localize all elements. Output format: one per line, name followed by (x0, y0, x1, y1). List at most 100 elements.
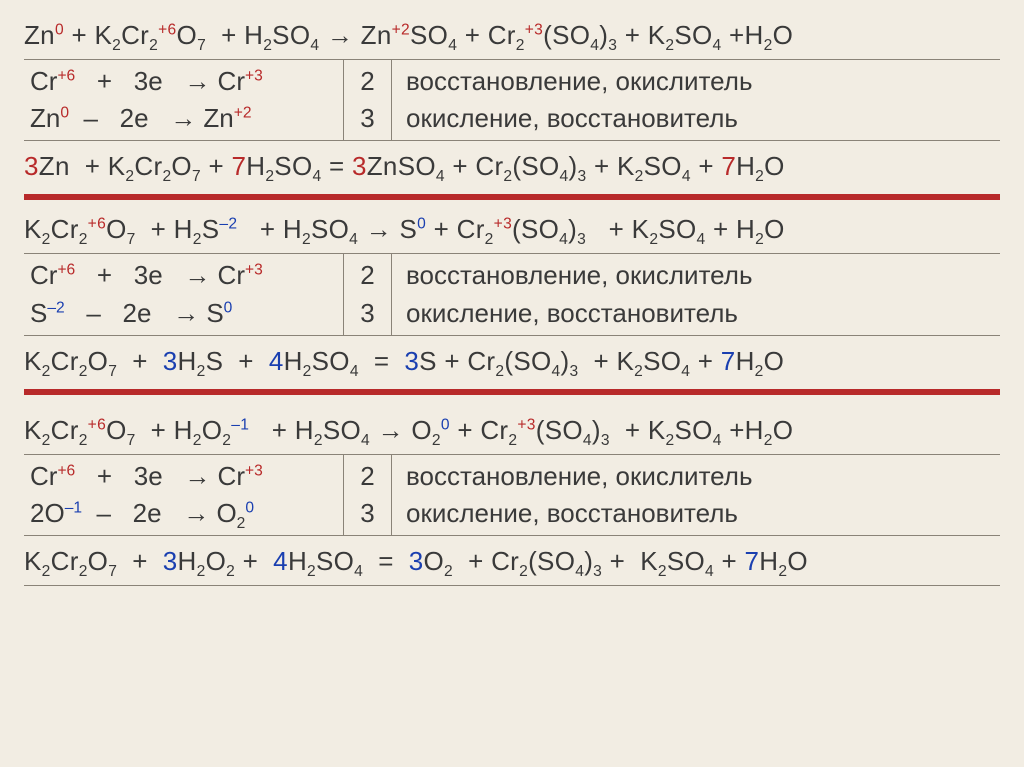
chem-token: O (177, 20, 198, 50)
chem-token: Zn (24, 20, 55, 50)
chem-token: 3 (577, 232, 586, 249)
chem-token: H (759, 546, 778, 576)
chem-token: +6 (88, 216, 106, 233)
multiplier: 2 (350, 459, 385, 494)
chem-token: S + (206, 346, 269, 376)
chem-token: 4 (273, 546, 288, 576)
chem-token: 7 (192, 168, 201, 185)
chem-token: + Сr (450, 415, 509, 445)
chem-token: O (106, 214, 127, 244)
chem-token: O (764, 214, 785, 244)
chem-token: 2 (755, 232, 764, 249)
chem-token: 4 (713, 37, 722, 54)
chem-token: 7 (108, 363, 117, 380)
chem-token: → Zn (319, 20, 391, 50)
chem-token: + Сr (426, 214, 485, 244)
chem-token: = (321, 151, 352, 181)
chem-token: + H (705, 214, 755, 244)
chem-token: 4 (350, 363, 359, 380)
reaction-section-2: K2Сr2+6O7 + H2O2–1 + H2SO4 → O20 + Сr2+3… (24, 413, 1000, 586)
chem-token: Сr (51, 346, 79, 376)
chem-token: +3 (245, 67, 263, 84)
chem-token: 2 (634, 363, 643, 380)
chem-token: 4 (682, 168, 691, 185)
chem-token: 7 (197, 37, 206, 54)
equation-unbalanced: K2Сr2+6O7 + H2S–2 + H2SO4 → S0 + Сr2+3(S… (24, 212, 1000, 247)
half-reaction-table: Сr+6 + 3e → Cr+3 S–2 – 2e → S0 2 3 восст… (24, 253, 1000, 335)
chem-token: + H (136, 214, 193, 244)
half-reaction-row: Zn0 – 2e → Zn+2 (30, 101, 337, 136)
half-reaction-row: 2O–1 – 2e → O20 (30, 496, 337, 531)
chem-token: 2 (79, 432, 88, 449)
chem-token: 3 (24, 151, 39, 181)
chem-token: 2 (432, 432, 441, 449)
chem-token: 4 (583, 432, 592, 449)
chem-token: 4 (448, 37, 457, 54)
chem-token: 2 (665, 37, 674, 54)
chem-token: 7 (721, 151, 736, 181)
chem-token: O (206, 546, 227, 576)
chem-token: SO (311, 214, 349, 244)
chem-token: (SO (543, 20, 590, 50)
chem-token: +6 (88, 416, 106, 433)
chem-token: 0 (417, 216, 426, 233)
chem-token: 2 (778, 563, 787, 580)
chem-token: 2 (193, 232, 202, 249)
chem-token: 2O (30, 498, 65, 528)
chem-token: O (424, 546, 445, 576)
multiplier: 2 (350, 64, 385, 99)
chem-token: SO (312, 346, 350, 376)
chem-token: 4 (681, 363, 690, 380)
chem-token: 2 (764, 432, 773, 449)
chem-token: 2 (508, 432, 517, 449)
chem-token: K (24, 346, 42, 376)
half-reaction-row: Сr+6 + 3e → Cr+3 (30, 459, 337, 494)
chem-token: SO (675, 415, 713, 445)
chem-token: SO (272, 20, 310, 50)
chem-token: 2 (307, 563, 316, 580)
chem-token: H (736, 346, 755, 376)
chem-token: +3 (525, 21, 543, 38)
chem-token: S (202, 214, 220, 244)
chem-token: 7 (108, 563, 117, 580)
chem-token: + H (206, 20, 263, 50)
chem-token: 7 (745, 546, 760, 576)
half-description: восстановление, окислитель (406, 258, 994, 293)
chem-token: 4 (705, 563, 714, 580)
chem-token: Сr (51, 415, 79, 445)
chem-token: 2 (495, 363, 504, 380)
chem-token: 2 (755, 168, 764, 185)
half-reaction-table: Сr+6 + 3e → Cr+3 2O–1 – 2e → O20 2 3 вос… (24, 454, 1000, 536)
chem-token: ) (568, 214, 577, 244)
chem-token: 2 (149, 37, 158, 54)
chem-token: 7 (721, 346, 736, 376)
chem-token: + K (586, 214, 649, 244)
reaction-section-0: Zn0 + K2Сr2+6O7 + H2SO4 → Zn+2SO4 + Сr2+… (24, 18, 1000, 200)
chem-token: 2 (42, 563, 51, 580)
chem-token: ) (592, 415, 601, 445)
section-divider (24, 194, 1000, 200)
chem-token: 2 (42, 232, 51, 249)
chem-token: 2 (193, 432, 202, 449)
multiplier: 3 (350, 296, 385, 331)
chem-token: (SO (504, 346, 551, 376)
chem-token: +H (722, 415, 764, 445)
chem-token: (SO (536, 415, 583, 445)
chem-token: + H (136, 415, 193, 445)
chem-token: – 2e → Zn (69, 103, 234, 133)
chem-token: (SO (528, 546, 575, 576)
chem-token: Сr (30, 260, 57, 290)
multiplier: 3 (350, 101, 385, 136)
chem-token: 4 (361, 432, 370, 449)
half-reaction-table: Сr+6 + 3e → Cr+3 Zn0 – 2e → Zn+2 2 3 вос… (24, 59, 1000, 141)
chem-token: SO (316, 546, 354, 576)
chem-token: 4 (575, 563, 584, 580)
chem-token: O (88, 546, 109, 576)
chem-token: H (288, 546, 307, 576)
chem-token: O (106, 415, 127, 445)
chem-token: 3 (601, 432, 610, 449)
chem-token: +2 (392, 21, 410, 38)
chem-token: + K (602, 546, 658, 576)
chem-token: SO (643, 346, 681, 376)
chem-token: SO (667, 546, 705, 576)
